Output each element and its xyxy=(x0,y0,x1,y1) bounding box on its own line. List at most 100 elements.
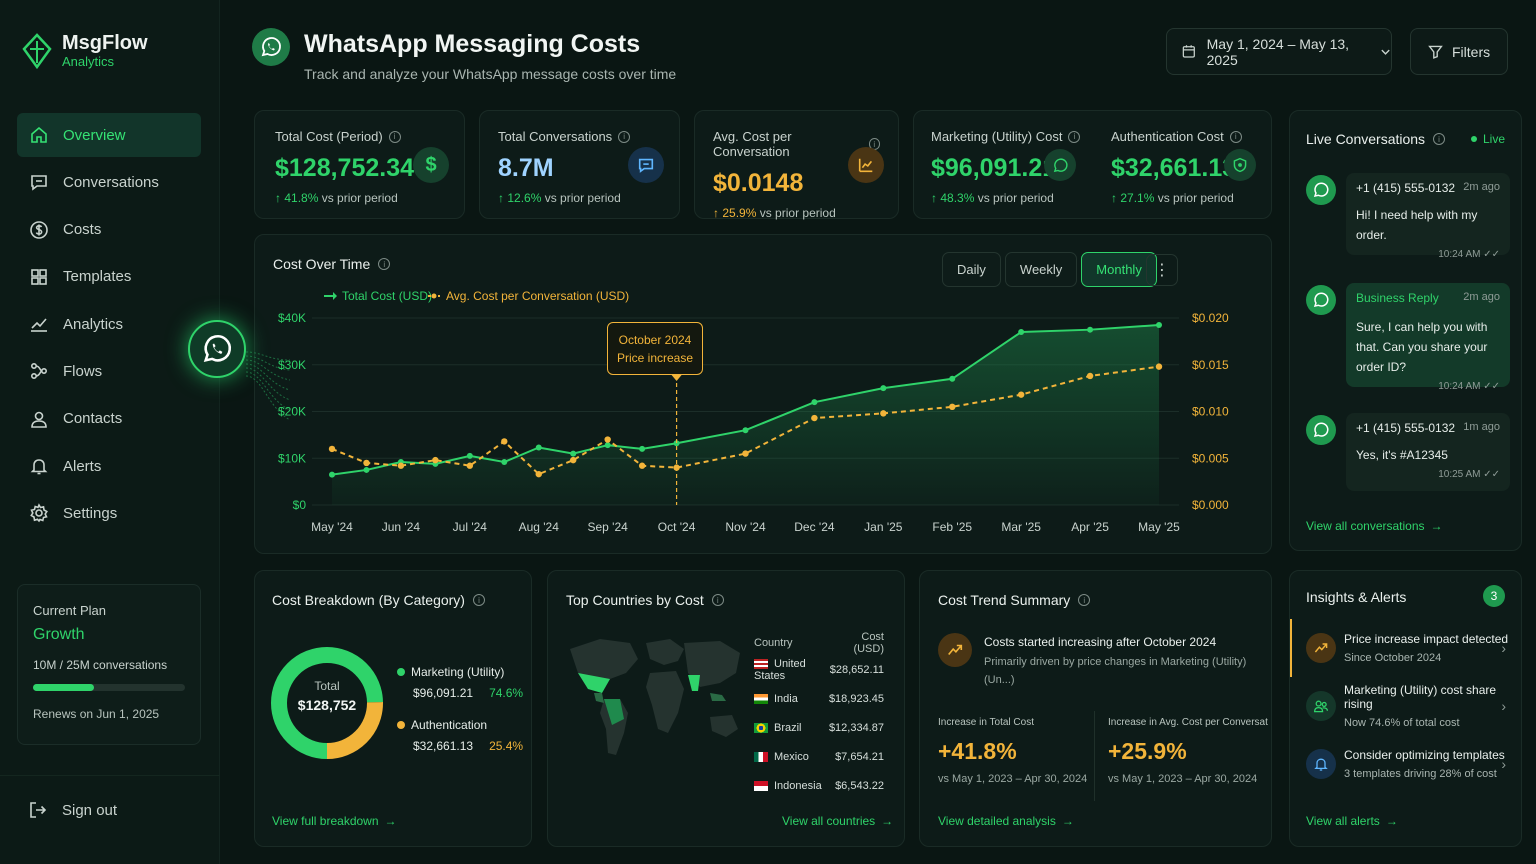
date-range-picker[interactable]: May 1, 2024 – May 13, 2025 xyxy=(1166,28,1392,75)
col-country: Country xyxy=(754,637,793,649)
view-all-conversations-link[interactable]: View all conversations → xyxy=(1306,519,1443,533)
info-icon[interactable]: i xyxy=(711,594,724,606)
link-text: View all conversations xyxy=(1306,519,1425,533)
insight-text: Consider optimizing templates 3 templates… xyxy=(1344,748,1505,780)
donut-center: Total $128,752 xyxy=(285,679,369,713)
filters-button[interactable]: Filters xyxy=(1410,28,1508,75)
kpi-delta: ↑ 27.1% vs prior period xyxy=(1111,191,1242,205)
kpi-label-text: Avg. Cost per Conversation xyxy=(713,129,792,159)
sidebar-item-overview[interactable]: Overview xyxy=(17,113,201,157)
legend-name: Marketing (Utility) xyxy=(411,665,505,679)
toggle-weekly[interactable]: Weekly xyxy=(1004,252,1078,287)
toggle-monthly[interactable]: Monthly xyxy=(1081,252,1157,287)
insights-title: Insights & Alerts xyxy=(1306,589,1407,605)
donut-slice-1[interactable] xyxy=(271,647,383,759)
insight-item[interactable]: Price increase impact detected Since Octo… xyxy=(1290,619,1522,677)
message-header: +1 (415) 555-0132 2m ago xyxy=(1356,181,1500,195)
view-full-breakdown-link[interactable]: View full breakdown → xyxy=(272,814,397,828)
kpi-avg-cost[interactable]: Avg. Cost per Conversation i $0.0148 ↑ 25… xyxy=(694,110,899,220)
info-icon[interactable]: i xyxy=(378,258,391,270)
breakdown-legend-authentication[interactable]: Authentication $32,661.13 25.4% xyxy=(397,718,523,753)
sidebar-nav: Overview Conversations Costs Templates A… xyxy=(17,113,201,539)
country-name: Brazil xyxy=(774,721,802,734)
message-time: 1m ago xyxy=(1463,421,1500,433)
legend-pct: 25.4% xyxy=(489,739,524,753)
trend-left-value: +41.8% xyxy=(938,738,1017,764)
live-status: Live xyxy=(1470,132,1505,146)
view-all-alerts-link[interactable]: View all alerts → xyxy=(1306,814,1398,828)
kpi-delta-text: vs prior period xyxy=(321,191,398,205)
whatsapp-icon xyxy=(1044,149,1076,181)
info-icon[interactable]: i xyxy=(1229,130,1242,143)
users-icon xyxy=(1306,691,1336,721)
breakdown-legend-marketing[interactable]: Marketing (Utility) $96,091.21 74.6% xyxy=(397,665,523,700)
brand-sub: Analytics xyxy=(62,54,115,69)
arrow-right-icon: → xyxy=(1385,814,1398,828)
message-bubble[interactable]: Business Reply 2m ago Sure, I can help yo… xyxy=(1346,283,1510,392)
info-icon[interactable]: i xyxy=(1433,133,1446,145)
live-status-text: Live xyxy=(1482,132,1505,146)
sidebar: MsgFlow Analytics Overview Conversations… xyxy=(0,0,220,864)
message-text: Hi! I need help with my order. xyxy=(1356,208,1478,242)
table-row[interactable]: Indonesia $6,543.22 xyxy=(754,771,884,800)
table-row[interactable]: Mexico $7,654.21 xyxy=(754,742,884,771)
whatsapp-icon xyxy=(252,28,290,66)
trend-right-value: +25.9% xyxy=(1108,738,1187,764)
sidebar-item-label: Settings xyxy=(63,504,118,522)
view-detailed-analysis-link[interactable]: View detailed analysis → xyxy=(938,814,1074,828)
sidebar-item-flows[interactable]: Flows xyxy=(17,349,201,393)
info-icon[interactable]: i xyxy=(618,130,631,143)
filter-icon xyxy=(1428,45,1443,59)
table-row[interactable]: India $18,923.45 xyxy=(754,684,884,713)
kpi-total-conversations[interactable]: Total Conversations i 8.7M ↑ 12.6% vs pri… xyxy=(479,110,680,219)
info-icon[interactable]: i xyxy=(1068,130,1081,143)
sidebar-item-costs[interactable]: Costs xyxy=(17,208,201,252)
message-bubble[interactable]: +1 (415) 555-0132 2m ago Hi! I need help … xyxy=(1346,173,1510,260)
table-row[interactable]: Brazil $12,334.87 xyxy=(754,713,884,742)
kpi-total-cost[interactable]: Total Cost (Period) i $128,752.34 ↑ 41.8%… xyxy=(254,110,465,219)
info-icon[interactable]: i xyxy=(1078,594,1091,606)
toggle-daily[interactable]: Daily xyxy=(942,252,1001,287)
bell-icon xyxy=(30,459,48,475)
plan-name: Growth xyxy=(33,626,85,643)
sidebar-item-settings[interactable]: Settings xyxy=(17,491,201,535)
sidebar-item-templates[interactable]: Templates xyxy=(17,255,201,299)
country-name: Mexico xyxy=(774,750,809,763)
kpi-delta-text: vs prior period xyxy=(759,206,836,220)
kpi-label-text: Marketing (Utility) Cost xyxy=(931,129,1063,144)
current-plan-card[interactable]: Current Plan Growth 10M / 25M conversati… xyxy=(17,584,201,745)
insight-text: Price increase impact detected Since Octo… xyxy=(1344,632,1508,664)
chat-icon xyxy=(31,175,47,191)
kpi-delta: ↑ 12.6% vs prior period xyxy=(498,191,661,205)
country-name: United States xyxy=(754,657,806,682)
more-options-icon[interactable]: ⋮ xyxy=(1146,254,1178,286)
brand[interactable]: MsgFlow Analytics xyxy=(22,32,148,70)
whatsapp-avatar-icon xyxy=(1306,285,1336,315)
table-row[interactable]: United States $28,652.11 xyxy=(754,655,884,684)
insight-sub: Now 74.6% of total cost xyxy=(1344,717,1460,729)
countries-title-text: Top Countries by Cost xyxy=(566,592,704,608)
view-all-countries-link[interactable]: View all countries → xyxy=(782,814,893,828)
plan-usage: 10M / 25M conversations xyxy=(33,658,168,672)
grid-icon xyxy=(31,269,47,285)
sign-out-icon xyxy=(30,802,47,818)
message-header: Business Reply 2m ago xyxy=(1356,291,1500,305)
message-bubble[interactable]: +1 (415) 555-0132 1m ago Yes, it's #A1234… xyxy=(1346,413,1510,491)
sidebar-item-contacts[interactable]: Contacts xyxy=(17,397,201,441)
info-icon[interactable]: i xyxy=(472,594,485,606)
insight-item[interactable]: Marketing (Utility) cost share rising Now… xyxy=(1290,677,1522,735)
sidebar-item-alerts[interactable]: Alerts xyxy=(17,444,201,488)
kpi-authentication-cost[interactable]: Authentication Cost i $32,661.13 ↑ 27.1% … xyxy=(1111,129,1242,205)
arrow-right-icon: → xyxy=(1430,519,1443,533)
kpi-delta-value: 41.8% xyxy=(284,191,319,205)
kpi-delta: ↑ 41.8% vs prior period xyxy=(275,191,444,205)
sidebar-item-conversations[interactable]: Conversations xyxy=(17,160,201,204)
info-icon[interactable]: i xyxy=(388,130,401,143)
sidebar-item-analytics[interactable]: Analytics xyxy=(17,302,201,346)
kpi-label: Marketing (Utility) Cost i xyxy=(931,129,1081,144)
sign-out-button[interactable]: Sign out xyxy=(28,800,117,820)
sign-out-label: Sign out xyxy=(62,801,118,819)
chart-title: Cost Over Time i xyxy=(273,256,391,272)
insight-item[interactable]: Consider optimizing templates 3 templates… xyxy=(1290,735,1522,793)
kpi-marketing-cost[interactable]: Marketing (Utility) Cost i $96,091.21 ↑ 4… xyxy=(931,129,1081,205)
